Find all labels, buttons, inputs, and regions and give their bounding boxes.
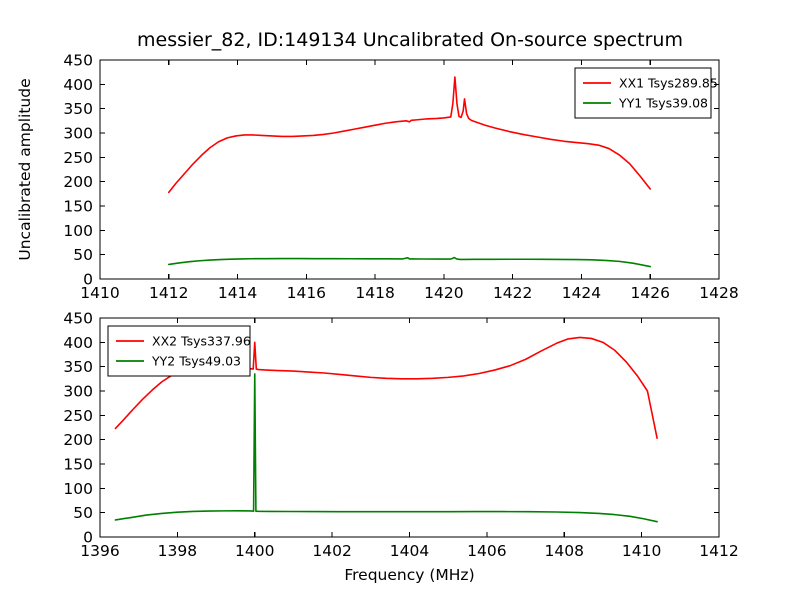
legend-box — [574, 67, 712, 119]
y-tick-label: 300 — [63, 125, 93, 143]
x-tick-label: 1406 — [467, 542, 506, 560]
y-tick-label: 300 — [63, 383, 93, 401]
y-tick-label: 400 — [63, 334, 93, 352]
x-tick-label: 1402 — [312, 542, 351, 560]
axes-panel-top: 1410 1412 1414 1416 1418 1420 1422 1424 1426 1428… — [16, 52, 739, 303]
series-line-yy2 — [114, 373, 658, 523]
legend-label: XX1 Tsys289.85 — [619, 76, 718, 91]
x-tick-label: 1424 — [562, 284, 601, 302]
y-tick-label: 400 — [63, 76, 93, 94]
x-tick-label: 1398 — [158, 542, 197, 560]
y-tick-label: 0 — [83, 271, 93, 289]
y-tick-label: 350 — [63, 358, 93, 376]
x-tick-label: 1414 — [218, 284, 257, 302]
y-tick-label: 250 — [63, 407, 93, 425]
data-layer — [167, 76, 652, 268]
y-tick-label: 450 — [63, 52, 93, 70]
legend: XX2 Tsys337.96 YY2 Tsys49.03 — [107, 325, 251, 377]
y-tick-label: 150 — [63, 456, 93, 474]
y-tick-label: 450 — [63, 310, 93, 328]
y-tick-label: 200 — [63, 173, 93, 191]
y-tick-label: 50 — [73, 504, 93, 522]
y-tick-label: 250 — [63, 149, 93, 167]
y-tick-label: 200 — [63, 431, 93, 449]
axes-panel-bottom: 1396 1398 1400 1402 1404 1406 1408 1410 1412 0 50 1… — [63, 310, 738, 585]
legend-label: YY1 Tsys39.08 — [618, 96, 708, 111]
x-tick-label: 1422 — [493, 284, 532, 302]
x-tick-label: 1420 — [424, 284, 463, 302]
x-tick-label: 1400 — [235, 542, 274, 560]
x-tick-label: 1408 — [545, 542, 584, 560]
y-tick-label: 150 — [63, 198, 93, 216]
y-tick-label: 100 — [63, 222, 93, 240]
legend-box — [107, 325, 251, 377]
x-tick-label: 1404 — [390, 542, 429, 560]
x-tick-label: 1412 — [149, 284, 188, 302]
y-tick-label: 100 — [63, 480, 93, 498]
y-tick-label: 350 — [63, 100, 93, 118]
x-tick-label: 1410 — [622, 542, 661, 560]
legend-label: XX2 Tsys337.96 — [152, 334, 251, 349]
x-tick-label: 1410 — [80, 284, 119, 302]
legend: XX1 Tsys289.85 YY1 Tsys39.08 — [574, 67, 718, 119]
y-axis-label: Uncalibrated amplitude — [16, 78, 34, 260]
x-tick-label: 1412 — [699, 542, 738, 560]
x-tick-label: 1416 — [287, 284, 326, 302]
x-axis-label: Frequency (MHz) — [344, 566, 474, 584]
series-line-yy1 — [167, 256, 652, 268]
x-tick-label: 1396 — [80, 542, 119, 560]
figure-title: messier_82, ID:149134 Uncalibrated On-so… — [137, 29, 683, 51]
x-tick-label: 1418 — [355, 284, 394, 302]
x-tick-label: 1428 — [699, 284, 738, 302]
x-tick-label: 1426 — [630, 284, 669, 302]
series-line-xx1 — [167, 76, 652, 194]
legend-label: YY2 Tsys49.03 — [151, 354, 241, 369]
y-tick-label: 50 — [73, 246, 93, 264]
y-tick-label: 0 — [83, 529, 93, 547]
